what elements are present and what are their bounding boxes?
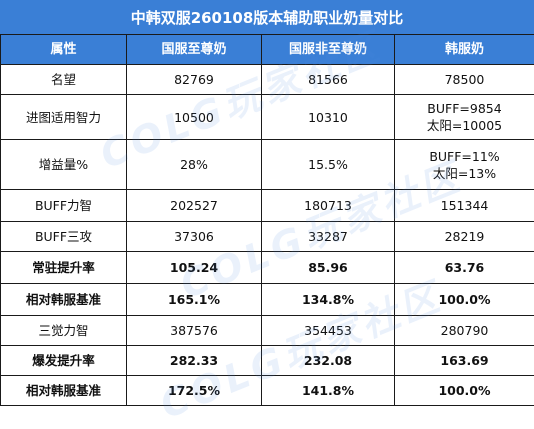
cell-cn-supreme: 165.1% <box>127 284 262 316</box>
row-label: 三觉力智 <box>1 316 127 346</box>
table-row: 常驻提升率 105.24 85.96 63.76 <box>1 252 534 284</box>
comparison-table: 属性 国服至尊奶 国服非至尊奶 韩服奶 名望 82769 81566 78500… <box>0 34 534 406</box>
cell-kr: 28219 <box>395 222 534 252</box>
cell-cn-nonsupreme: 180713 <box>262 190 395 222</box>
header-row: 属性 国服至尊奶 国服非至尊奶 韩服奶 <box>1 35 534 65</box>
cell-cn-nonsupreme: 354453 <box>262 316 395 346</box>
row-label: 常驻提升率 <box>1 252 127 284</box>
cell-kr: 78500 <box>395 65 534 95</box>
cell-kr-line: 太阳=13% <box>397 165 532 182</box>
table-row: BUFF三攻 37306 33287 28219 <box>1 222 534 252</box>
cell-kr: 100.0% <box>395 284 534 316</box>
row-label: 相对韩服基准 <box>1 376 127 406</box>
cell-kr-line: 163.69 <box>397 352 532 369</box>
cell-cn-supreme: 82769 <box>127 65 262 95</box>
table-row: 相对韩服基准 172.5% 141.8% 100.0% <box>1 376 534 406</box>
table-row: 爆发提升率 282.33 232.08 163.69 <box>1 346 534 376</box>
cell-cn-nonsupreme: 81566 <box>262 65 395 95</box>
cell-kr-line: 280790 <box>397 322 532 339</box>
page-title: 中韩双服260108版本辅助职业奶量对比 <box>0 0 534 35</box>
row-label: BUFF力智 <box>1 190 127 222</box>
table-row: 三觉力智 387576 354453 280790 <box>1 316 534 346</box>
table-row: BUFF力智 202527 180713 151344 <box>1 190 534 222</box>
cell-cn-nonsupreme: 33287 <box>262 222 395 252</box>
column-header-kr: 韩服奶 <box>395 35 534 65</box>
row-label: 进图适用智力 <box>1 95 127 140</box>
cell-cn-supreme: 387576 <box>127 316 262 346</box>
table-row: 名望 82769 81566 78500 <box>1 65 534 95</box>
cell-kr: 280790 <box>395 316 534 346</box>
cell-cn-nonsupreme: 15.5% <box>262 140 395 190</box>
cell-kr-line: 100.0% <box>397 291 532 308</box>
cell-kr: 63.76 <box>395 252 534 284</box>
cell-kr-line: BUFF=9854 <box>397 100 532 117</box>
cell-cn-nonsupreme: 134.8% <box>262 284 395 316</box>
cell-kr: 100.0% <box>395 376 534 406</box>
cell-kr: BUFF=11% 太阳=13% <box>395 140 534 190</box>
cell-kr-line: 78500 <box>397 71 532 88</box>
cell-kr-line: BUFF=11% <box>397 148 532 165</box>
cell-kr-line: 太阳=10005 <box>397 117 532 134</box>
column-header-attribute: 属性 <box>1 35 127 65</box>
cell-cn-nonsupreme: 232.08 <box>262 346 395 376</box>
cell-cn-nonsupreme: 10310 <box>262 95 395 140</box>
cell-kr: BUFF=9854 太阳=10005 <box>395 95 534 140</box>
column-header-cn-supreme: 国服至尊奶 <box>127 35 262 65</box>
row-label: 增益量% <box>1 140 127 190</box>
cell-kr: 151344 <box>395 190 534 222</box>
cell-cn-nonsupreme: 85.96 <box>262 252 395 284</box>
cell-cn-supreme: 37306 <box>127 222 262 252</box>
cell-cn-supreme: 105.24 <box>127 252 262 284</box>
table-row: 相对韩服基准 165.1% 134.8% 100.0% <box>1 284 534 316</box>
cell-cn-supreme: 282.33 <box>127 346 262 376</box>
row-label: 爆发提升率 <box>1 346 127 376</box>
table-row: 进图适用智力 10500 10310 BUFF=9854 太阳=10005 <box>1 95 534 140</box>
cell-cn-nonsupreme: 141.8% <box>262 376 395 406</box>
cell-kr-line: 63.76 <box>397 259 532 276</box>
cell-kr: 163.69 <box>395 346 534 376</box>
row-label: 相对韩服基准 <box>1 284 127 316</box>
cell-cn-supreme: 10500 <box>127 95 262 140</box>
row-label: 名望 <box>1 65 127 95</box>
cell-kr-line: 151344 <box>397 197 532 214</box>
cell-kr-line: 28219 <box>397 228 532 245</box>
cell-cn-supreme: 172.5% <box>127 376 262 406</box>
cell-cn-supreme: 28% <box>127 140 262 190</box>
row-label: BUFF三攻 <box>1 222 127 252</box>
column-header-cn-nonsupreme: 国服非至尊奶 <box>262 35 395 65</box>
comparison-document: 中韩双服260108版本辅助职业奶量对比 属性 国服至尊奶 国服非至尊奶 韩服奶… <box>0 0 534 418</box>
cell-cn-supreme: 202527 <box>127 190 262 222</box>
cell-kr-line: 100.0% <box>397 382 532 399</box>
table-row: 增益量% 28% 15.5% BUFF=11% 太阳=13% <box>1 140 534 190</box>
